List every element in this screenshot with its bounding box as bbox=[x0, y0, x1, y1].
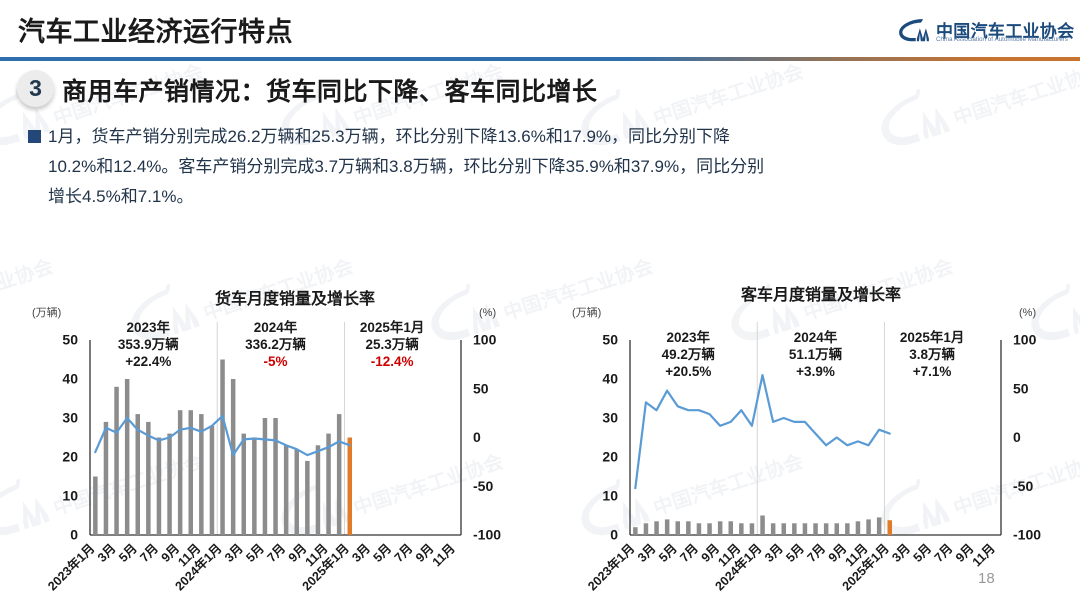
svg-text:3.8万辆: 3.8万辆 bbox=[909, 346, 955, 362]
svg-text:5月: 5月 bbox=[243, 541, 267, 565]
svg-text:-100: -100 bbox=[1013, 527, 1041, 543]
svg-text:3月: 3月 bbox=[222, 541, 246, 565]
svg-text:3月: 3月 bbox=[889, 541, 913, 565]
svg-text:(万辆): (万辆) bbox=[572, 305, 601, 319]
svg-text:+22.4%: +22.4% bbox=[125, 354, 171, 369]
svg-text:2024年: 2024年 bbox=[254, 319, 298, 335]
svg-text:2023年: 2023年 bbox=[667, 329, 711, 345]
svg-text:0: 0 bbox=[1013, 429, 1021, 445]
svg-text:(万辆): (万辆) bbox=[32, 305, 61, 319]
svg-text:5月: 5月 bbox=[116, 541, 140, 565]
svg-text:+20.5%: +20.5% bbox=[665, 364, 711, 379]
svg-text:50: 50 bbox=[62, 332, 78, 348]
svg-text:11月: 11月 bbox=[970, 541, 998, 569]
svg-text:5月: 5月 bbox=[656, 541, 680, 565]
svg-text:货车月度销量及增长率: 货车月度销量及增长率 bbox=[215, 289, 375, 308]
svg-text:30: 30 bbox=[62, 410, 78, 426]
svg-text:7月: 7月 bbox=[265, 541, 289, 565]
svg-text:-5%: -5% bbox=[263, 354, 287, 369]
svg-text:3月: 3月 bbox=[349, 541, 373, 565]
svg-text:100: 100 bbox=[1013, 332, 1037, 348]
svg-text:49.2万辆: 49.2万辆 bbox=[662, 346, 716, 362]
svg-text:11月: 11月 bbox=[430, 541, 458, 569]
svg-text:50: 50 bbox=[473, 380, 489, 396]
svg-text:20: 20 bbox=[62, 449, 78, 465]
svg-text:100: 100 bbox=[473, 332, 497, 348]
svg-text:40: 40 bbox=[602, 371, 618, 387]
svg-text:3月: 3月 bbox=[635, 541, 659, 565]
svg-text:40: 40 bbox=[62, 371, 78, 387]
svg-text:10: 10 bbox=[602, 488, 618, 504]
svg-text:5月: 5月 bbox=[783, 541, 807, 565]
svg-text:7月: 7月 bbox=[677, 541, 701, 565]
svg-text:3月: 3月 bbox=[762, 541, 786, 565]
svg-text:7月: 7月 bbox=[805, 541, 829, 565]
svg-text:0: 0 bbox=[70, 527, 78, 543]
svg-text:7月: 7月 bbox=[137, 541, 161, 565]
svg-text:30: 30 bbox=[602, 410, 618, 426]
svg-text:2025年1月: 2025年1月 bbox=[360, 319, 425, 335]
svg-text:(%): (%) bbox=[1019, 307, 1036, 319]
svg-text:51.1万辆: 51.1万辆 bbox=[789, 346, 843, 362]
svg-text:-50: -50 bbox=[1013, 478, 1033, 494]
svg-text:-12.4%: -12.4% bbox=[371, 354, 414, 369]
svg-text:5月: 5月 bbox=[911, 541, 935, 565]
svg-text:2023年: 2023年 bbox=[127, 319, 171, 335]
svg-text:2025年1月: 2025年1月 bbox=[900, 329, 965, 345]
svg-text:0: 0 bbox=[610, 527, 618, 543]
svg-text:7月: 7月 bbox=[392, 541, 416, 565]
svg-text:353.9万辆: 353.9万辆 bbox=[118, 336, 179, 352]
svg-text:2023年1月: 2023年1月 bbox=[45, 541, 98, 594]
svg-text:2023年1月: 2023年1月 bbox=[585, 541, 638, 594]
svg-text:(%): (%) bbox=[479, 307, 496, 319]
svg-text:50: 50 bbox=[1013, 380, 1029, 396]
svg-text:336.2万辆: 336.2万辆 bbox=[245, 336, 306, 352]
svg-text:-100: -100 bbox=[473, 527, 501, 543]
svg-text:5月: 5月 bbox=[371, 541, 395, 565]
svg-text:0: 0 bbox=[473, 429, 481, 445]
svg-text:7月: 7月 bbox=[932, 541, 956, 565]
svg-text:+7.1%: +7.1% bbox=[913, 364, 952, 379]
svg-text:50: 50 bbox=[602, 332, 618, 348]
svg-text:10: 10 bbox=[62, 488, 78, 504]
svg-text:客车月度销量及增长率: 客车月度销量及增长率 bbox=[741, 285, 901, 304]
svg-text:25.3万辆: 25.3万辆 bbox=[365, 336, 419, 352]
svg-text:-50: -50 bbox=[473, 478, 493, 494]
svg-text:3月: 3月 bbox=[95, 541, 119, 565]
svg-text:20: 20 bbox=[602, 449, 618, 465]
svg-text:+3.9%: +3.9% bbox=[796, 364, 835, 379]
svg-text:2024年: 2024年 bbox=[794, 329, 838, 345]
